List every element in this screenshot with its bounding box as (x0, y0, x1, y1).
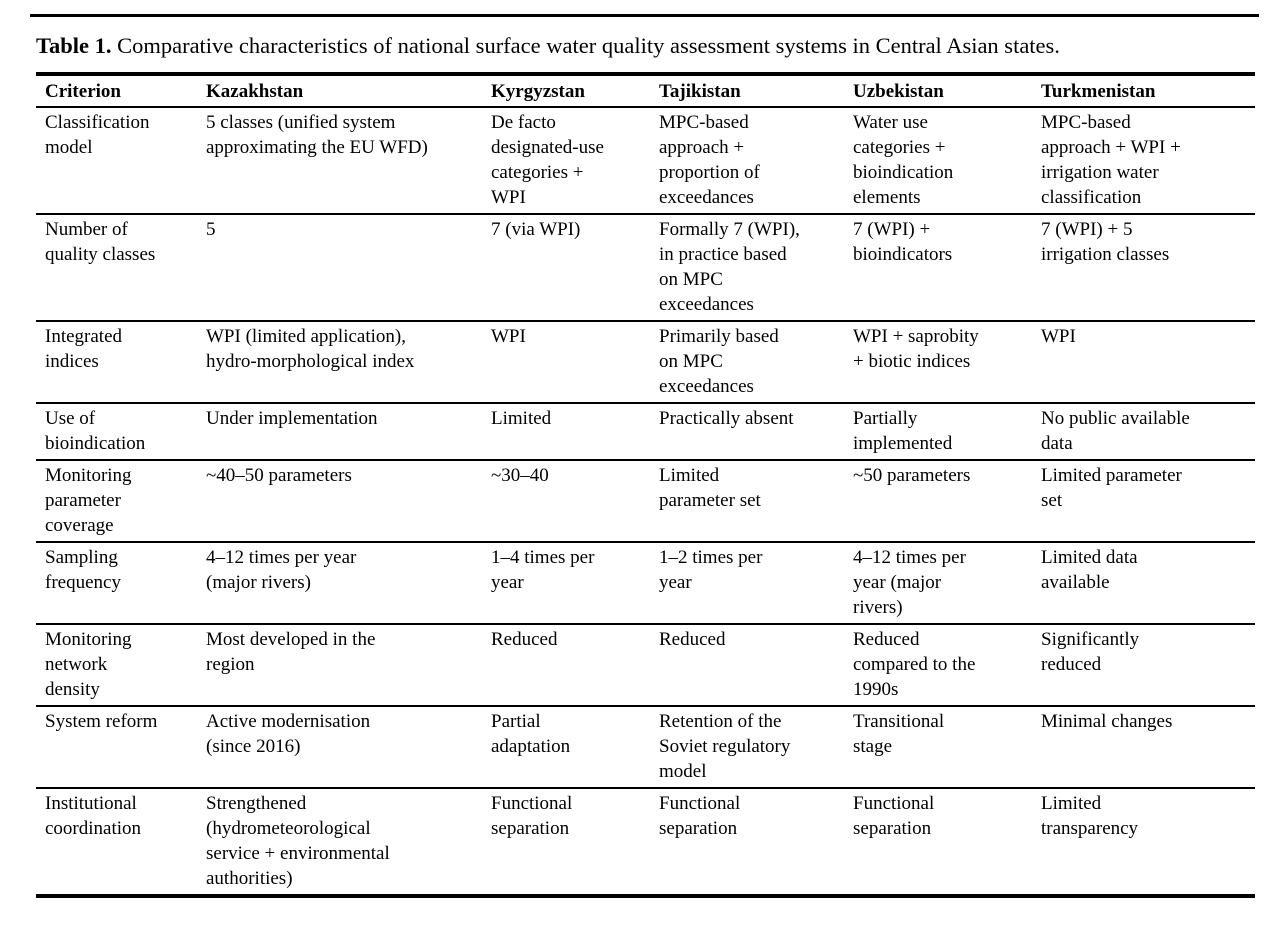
value-cell: Water use categories + bioindication ele… (853, 107, 1041, 215)
value-cell: Partial adaptation (491, 706, 659, 789)
table-row: Use of bioindication Under implementation… (36, 403, 1255, 461)
criterion-cell: Monitoring parameter coverage (36, 460, 206, 543)
page-top-rule (30, 14, 1259, 17)
criterion-cell: Monitoring network density (36, 624, 206, 707)
value-cell: Partially implemented (853, 403, 1041, 461)
value-cell: Formally 7 (WPI), in practice based on M… (659, 214, 853, 322)
criterion-cell: Sampling frequency (36, 542, 206, 625)
table-row: Monitoring network density Most developed… (36, 624, 1255, 707)
criterion-cell: Classification model (36, 107, 206, 215)
value-cell: De facto designated-use categories + WPI (491, 107, 659, 215)
criterion-cell: Use of bioindication (36, 403, 206, 461)
value-cell: Most developed in the region (206, 624, 491, 707)
table-row: Number of quality classes 5 7 (via WPI) For… (36, 214, 1255, 322)
value-cell: No public available data (1041, 403, 1255, 461)
value-cell: ~30–40 (491, 460, 659, 543)
value-cell: Limited parameter set (659, 460, 853, 543)
value-cell: 4–12 times per year (major rivers) (206, 542, 491, 625)
value-cell: Active modernisation (since 2016) (206, 706, 491, 789)
table-row: Monitoring parameter coverage ~40–50 para… (36, 460, 1255, 543)
value-cell: WPI (limited application), hydro-morphol… (206, 321, 491, 404)
value-cell: ~50 parameters (853, 460, 1041, 543)
value-cell: 7 (WPI) + bioindicators (853, 214, 1041, 322)
value-cell: Limited data available (1041, 542, 1255, 625)
value-cell: MPC-based approach + proportion of excee… (659, 107, 853, 215)
value-cell: 5 (206, 214, 491, 322)
table-caption-label: Table 1. (36, 33, 112, 58)
value-cell: 5 classes (unified system approximating … (206, 107, 491, 215)
comparison-table: Criterion Kazakhstan Kyrgyzstan Tajikist… (36, 72, 1255, 898)
table-caption-text: Comparative characteristics of national … (117, 33, 1060, 58)
value-cell: Strengthened (hydrometeorological servic… (206, 788, 491, 897)
column-header-turkmenistan: Turkmenistan (1041, 74, 1255, 108)
value-cell: WPI (491, 321, 659, 404)
value-cell: Limited (491, 403, 659, 461)
table-caption: Table 1. Comparative characteristics of … (36, 29, 1255, 63)
table-row: Institutional coordination Strengthened (… (36, 788, 1255, 897)
value-cell: Significantly reduced (1041, 624, 1255, 707)
table-row: Integrated indices WPI (limited applicati… (36, 321, 1255, 404)
value-cell: Transitional stage (853, 706, 1041, 789)
value-cell: Practically absent (659, 403, 853, 461)
column-header-kyrgyzstan: Kyrgyzstan (491, 74, 659, 108)
column-header-kazakhstan: Kazakhstan (206, 74, 491, 108)
column-header-uzbekistan: Uzbekistan (853, 74, 1041, 108)
value-cell: Functional separation (491, 788, 659, 897)
value-cell: Functional separation (659, 788, 853, 897)
criterion-cell: Integrated indices (36, 321, 206, 404)
value-cell: Reduced compared to the 1990s (853, 624, 1041, 707)
table-body: Classification model 5 classes (unified s… (36, 107, 1255, 897)
value-cell: Minimal changes (1041, 706, 1255, 789)
value-cell: 7 (WPI) + 5 irrigation classes (1041, 214, 1255, 322)
value-cell: Retention of the Soviet regulatory model (659, 706, 853, 789)
table-row: Classification model 5 classes (unified s… (36, 107, 1255, 215)
column-header-tajikistan: Tajikistan (659, 74, 853, 108)
value-cell: 7 (via WPI) (491, 214, 659, 322)
value-cell: Reduced (659, 624, 853, 707)
value-cell: Primarily based on MPC exceedances (659, 321, 853, 404)
table-row: Sampling frequency 4–12 times per year (m… (36, 542, 1255, 625)
value-cell: 4–12 times per year (major rivers) (853, 542, 1041, 625)
value-cell: Limited parameter set (1041, 460, 1255, 543)
value-cell: Functional separation (853, 788, 1041, 897)
header-row: Criterion Kazakhstan Kyrgyzstan Tajikist… (36, 74, 1255, 108)
document-page: Table 1. Comparative characteristics of … (30, 14, 1259, 898)
value-cell: 1–2 times per year (659, 542, 853, 625)
criterion-cell: System reform (36, 706, 206, 789)
value-cell: Reduced (491, 624, 659, 707)
value-cell: MPC-based approach + WPI + irrigation wa… (1041, 107, 1255, 215)
table-row: System reform Active modernisation (since… (36, 706, 1255, 789)
value-cell: Limited transparency (1041, 788, 1255, 897)
value-cell: Under implementation (206, 403, 491, 461)
value-cell: WPI (1041, 321, 1255, 404)
value-cell: 1–4 times per year (491, 542, 659, 625)
criterion-cell: Institutional coordination (36, 788, 206, 897)
column-header-criterion: Criterion (36, 74, 206, 108)
criterion-cell: Number of quality classes (36, 214, 206, 322)
value-cell: WPI + saprobity + biotic indices (853, 321, 1041, 404)
value-cell: ~40–50 parameters (206, 460, 491, 543)
